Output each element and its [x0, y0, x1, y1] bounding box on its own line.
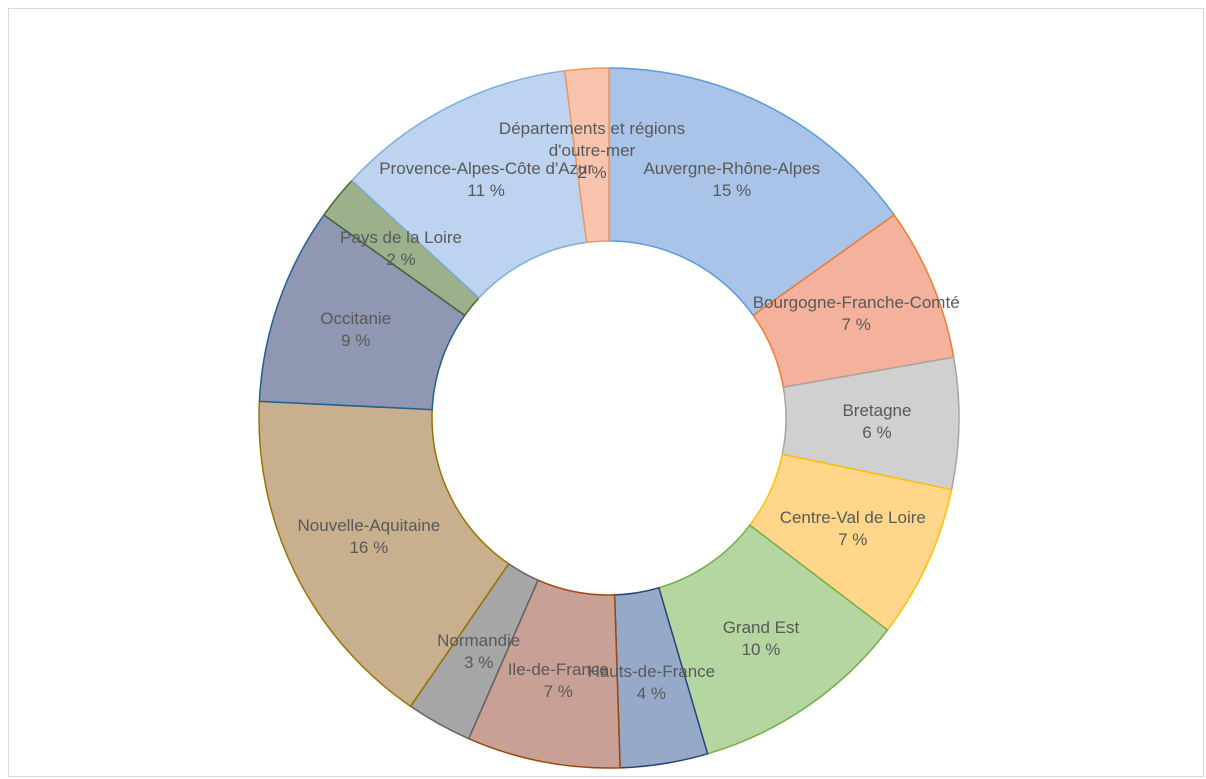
value-label: 10 %	[741, 639, 781, 659]
donut-segment	[258, 400, 510, 708]
value-label: 16 %	[349, 538, 389, 557]
value-label: 3 %	[464, 653, 494, 673]
data-label: Normandie 3 %	[437, 630, 520, 674]
chart-frame	[8, 8, 1204, 777]
category-label: Pays de la Loire	[340, 228, 462, 247]
data-label: Occitanie 9 %	[320, 308, 391, 352]
data-label: Départements et régions d'outre-mer 2 %	[472, 118, 712, 184]
donut-segment	[563, 67, 610, 244]
data-label: Pays de la Loire 2 %	[340, 227, 462, 271]
value-label: 2 %	[386, 250, 416, 269]
category-label: Ile-de-France	[507, 660, 609, 680]
data-label: Bretagne 6 %	[842, 400, 911, 444]
value-label: 7 %	[543, 682, 573, 702]
category-label: Départements et régions d'outre-mer	[498, 118, 686, 160]
category-label: Hauts-de-France	[587, 661, 716, 681]
category-label: Centre-Val de Loire	[779, 508, 926, 528]
data-label: Centre-Val de Loire 7 %	[780, 507, 926, 551]
data-label: Grand Est 10 %	[723, 617, 800, 661]
data-label: Ile-de-France 7 %	[508, 659, 609, 703]
data-label: Nouvelle-Aquitaine 16 %	[298, 515, 441, 559]
value-label: 7 %	[838, 530, 868, 550]
value-label: 6 %	[862, 423, 892, 443]
category-label: Occitanie	[320, 309, 392, 329]
category-label: Normandie	[437, 631, 521, 651]
category-label: Auvergne-Rhône-Alpes	[643, 158, 821, 178]
data-label: Provence-Alpes-Côte d'Azur 11 %	[379, 158, 593, 202]
category-label: Bourgogne-Franche-Comté	[752, 293, 960, 313]
category-label: Nouvelle-Aquitaine	[297, 516, 441, 535]
data-label: Auvergne-Rhône-Alpes 15 %	[643, 158, 820, 202]
value-label: 11 %	[467, 180, 505, 200]
value-label: 4 %	[636, 683, 666, 703]
value-label: 7 %	[841, 315, 871, 335]
category-label: Bretagne	[842, 401, 912, 421]
data-label: Hauts-de-France 4 %	[588, 661, 716, 705]
data-label: Bourgogne-Franche-Comté 7 %	[753, 292, 960, 336]
value-label: 2 %	[577, 162, 607, 182]
donut-segment	[608, 67, 896, 317]
value-label: 15 %	[712, 180, 752, 200]
category-label: Provence-Alpes-Côte d'Azur	[379, 158, 594, 178]
value-label: 9 %	[341, 331, 371, 351]
category-label: Grand Est	[722, 617, 800, 637]
